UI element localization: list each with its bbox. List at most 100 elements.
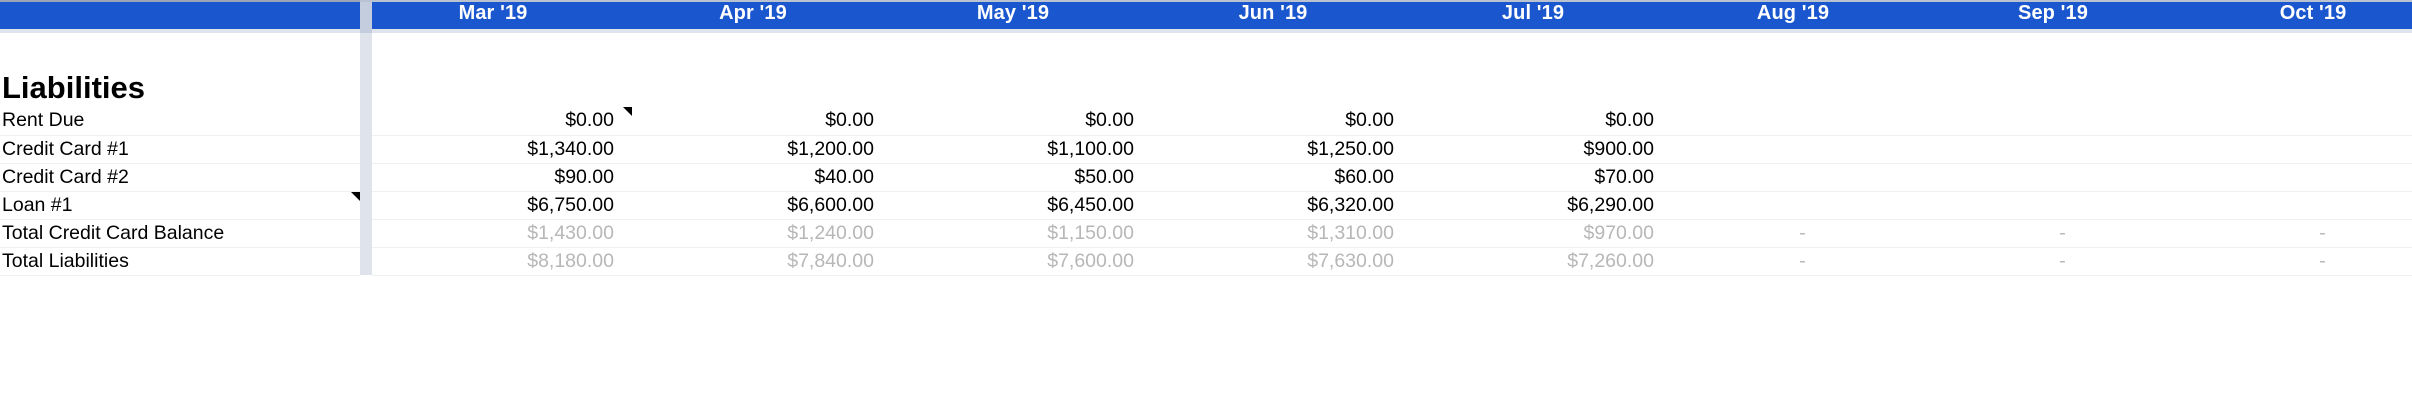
value-text: $0.00 bbox=[1085, 109, 1134, 132]
value-text: $7,260.00 bbox=[1567, 249, 1654, 272]
section-blank-cell bbox=[2192, 33, 2412, 107]
value-text: $90.00 bbox=[554, 165, 614, 188]
value-cell[interactable]: $6,320.00 bbox=[1152, 191, 1412, 220]
section-blank-cell bbox=[1932, 33, 2192, 107]
column-header-may-19[interactable]: May '19 bbox=[892, 0, 1152, 29]
value-cell[interactable]: - bbox=[2192, 219, 2412, 248]
value-cell[interactable]: $1,430.00 bbox=[372, 219, 632, 248]
section-blank-cell bbox=[892, 33, 1152, 107]
value-cell[interactable]: $8,180.00 bbox=[372, 247, 632, 276]
value-cell[interactable] bbox=[2192, 163, 2412, 192]
cell-note-marker-icon[interactable] bbox=[623, 107, 632, 116]
value-cell[interactable] bbox=[1672, 163, 1932, 192]
row-label-cell[interactable]: Credit Card #1 bbox=[0, 135, 360, 164]
row-label-text: Total Liabilities bbox=[2, 249, 129, 272]
value-cell[interactable]: $6,750.00 bbox=[372, 191, 632, 220]
value-cell[interactable]: $1,310.00 bbox=[1152, 219, 1412, 248]
column-header-mar-19[interactable]: Mar '19 bbox=[372, 0, 632, 29]
value-cell[interactable]: $6,450.00 bbox=[892, 191, 1152, 220]
value-cell[interactable]: $0.00 bbox=[372, 107, 632, 136]
row-label-cell[interactable]: Total Credit Card Balance bbox=[0, 219, 360, 248]
top-rule-left-segment bbox=[0, 0, 360, 2]
value-text: $1,430.00 bbox=[527, 221, 614, 244]
value-cell[interactable]: $1,240.00 bbox=[632, 219, 892, 248]
value-text: $60.00 bbox=[1334, 165, 1394, 188]
column-header-aug-19[interactable]: Aug '19 bbox=[1672, 0, 1932, 29]
value-cell[interactable]: $900.00 bbox=[1412, 135, 1672, 164]
value-text: $1,150.00 bbox=[1047, 221, 1134, 244]
value-text: $6,750.00 bbox=[527, 193, 614, 216]
section-blank-cell bbox=[1152, 33, 1412, 107]
value-cell[interactable]: $90.00 bbox=[372, 163, 632, 192]
column-header-jul-19[interactable]: Jul '19 bbox=[1412, 0, 1672, 29]
value-cell[interactable] bbox=[1932, 191, 2192, 220]
row-label-cell[interactable]: Credit Card #2 bbox=[0, 163, 360, 192]
header-underline-gap bbox=[360, 29, 372, 33]
value-text: $6,290.00 bbox=[1567, 193, 1654, 216]
value-cell[interactable] bbox=[1672, 107, 1932, 136]
value-cell[interactable]: $7,260.00 bbox=[1412, 247, 1672, 276]
value-cell[interactable]: $0.00 bbox=[892, 107, 1152, 136]
value-cell[interactable]: $7,840.00 bbox=[632, 247, 892, 276]
column-header-sep-19[interactable]: Sep '19 bbox=[1932, 0, 2192, 29]
value-cell[interactable]: $70.00 bbox=[1412, 163, 1672, 192]
value-cell[interactable]: $50.00 bbox=[892, 163, 1152, 192]
value-cell[interactable]: - bbox=[2192, 247, 2412, 276]
row-label-text: Credit Card #1 bbox=[2, 137, 129, 160]
section-blank-cell bbox=[1412, 33, 1672, 107]
table-row: Credit Card #1 $1,340.00 $1,200.00 $1,100.0… bbox=[0, 135, 2412, 164]
column-divider-cell bbox=[360, 135, 372, 163]
value-text: $7,630.00 bbox=[1307, 249, 1394, 272]
row-label-cell[interactable]: Total Liabilities bbox=[0, 247, 360, 276]
row-label-cell[interactable]: Loan #1 bbox=[0, 191, 360, 220]
column-header-apr-19[interactable]: Apr '19 bbox=[632, 0, 892, 29]
value-cell[interactable]: $0.00 bbox=[632, 107, 892, 136]
value-text: $40.00 bbox=[814, 165, 874, 188]
value-cell[interactable] bbox=[2192, 107, 2412, 136]
column-header-oct-19[interactable]: Oct '19 bbox=[2192, 0, 2412, 29]
column-divider-cell bbox=[360, 247, 372, 275]
value-cell[interactable] bbox=[2192, 191, 2412, 220]
column-divider-cell bbox=[360, 191, 372, 219]
value-cell[interactable]: $6,290.00 bbox=[1412, 191, 1672, 220]
value-cell[interactable]: $1,150.00 bbox=[892, 219, 1152, 248]
cell-note-marker-icon[interactable] bbox=[351, 191, 360, 201]
value-text: $8,180.00 bbox=[527, 249, 614, 272]
value-cell[interactable]: $1,340.00 bbox=[372, 135, 632, 164]
value-cell[interactable]: $1,200.00 bbox=[632, 135, 892, 164]
row-label-cell[interactable]: Rent Due bbox=[0, 107, 360, 136]
value-cell[interactable]: - bbox=[1672, 219, 1932, 248]
value-cell[interactable]: $40.00 bbox=[632, 163, 892, 192]
value-text: $7,600.00 bbox=[1047, 249, 1134, 272]
value-cell[interactable]: $6,600.00 bbox=[632, 191, 892, 220]
value-cell[interactable]: $1,100.00 bbox=[892, 135, 1152, 164]
section-blank-cell bbox=[372, 33, 632, 107]
value-cell[interactable] bbox=[1932, 107, 2192, 136]
value-text: $0.00 bbox=[1605, 109, 1654, 132]
value-text: $6,450.00 bbox=[1047, 193, 1134, 216]
header-underline-months bbox=[372, 29, 2412, 33]
value-text: - bbox=[2319, 221, 2326, 244]
value-cell[interactable]: $60.00 bbox=[1152, 163, 1412, 192]
value-cell[interactable]: $7,600.00 bbox=[892, 247, 1152, 276]
header-divider-cell bbox=[360, 0, 372, 29]
section-title-text: Liabilities bbox=[2, 70, 145, 105]
value-cell[interactable]: - bbox=[1932, 247, 2192, 276]
value-cell[interactable] bbox=[1672, 191, 1932, 220]
value-cell[interactable]: - bbox=[1672, 247, 1932, 276]
value-cell[interactable] bbox=[2192, 135, 2412, 164]
value-cell[interactable]: $970.00 bbox=[1412, 219, 1672, 248]
value-cell[interactable]: $1,250.00 bbox=[1152, 135, 1412, 164]
value-text: $1,340.00 bbox=[527, 137, 614, 160]
value-cell[interactable] bbox=[1932, 163, 2192, 192]
value-cell[interactable] bbox=[1932, 135, 2192, 164]
column-header-jun-19[interactable]: Jun '19 bbox=[1152, 0, 1412, 29]
value-cell[interactable] bbox=[1672, 135, 1932, 164]
value-cell[interactable]: - bbox=[1932, 219, 2192, 248]
value-cell[interactable]: $7,630.00 bbox=[1152, 247, 1412, 276]
section-title-cell: Liabilities bbox=[0, 33, 360, 107]
value-text: - bbox=[2059, 221, 2066, 244]
value-cell[interactable]: $0.00 bbox=[1152, 107, 1412, 136]
value-cell[interactable]: $0.00 bbox=[1412, 107, 1672, 136]
